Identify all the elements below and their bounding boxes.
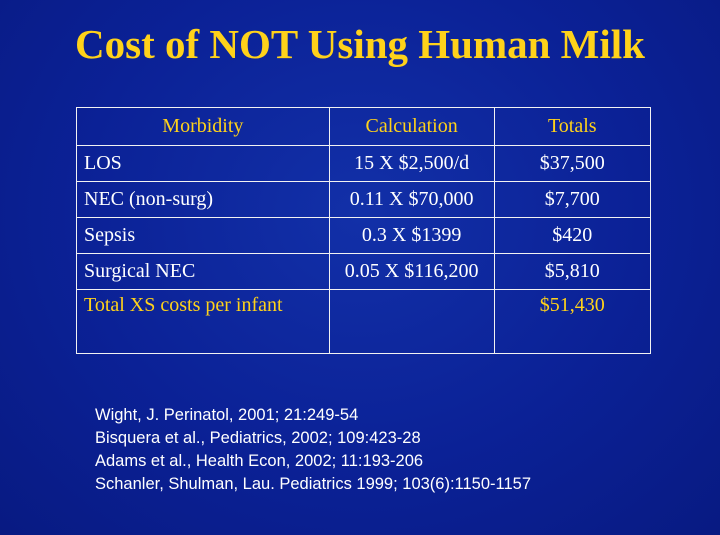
table-row: LOS 15 X $2,500/d $37,500 <box>76 145 652 182</box>
table-total-row: Total XS costs per infant $51,430 <box>76 289 652 354</box>
grand-total-cell: $51,430 <box>493 289 652 354</box>
table-header-row: Morbidity Calculation Totals <box>76 107 652 146</box>
reference-item: Adams et al., Health Econ, 2002; 11:193-… <box>95 452 424 470</box>
references-list: Wight, J. Perinatol, 2001; 21:249-54 Bis… <box>95 404 531 496</box>
total-calculation-cell <box>328 289 495 354</box>
morbidity-cell: NEC (non-surg) <box>76 181 330 218</box>
header-totals: Totals <box>493 107 652 146</box>
total-label-cell: Total XS costs per infant <box>76 289 330 354</box>
slide-title: Cost of NOT Using Human Milk <box>75 21 645 67</box>
table-row: Surgical NEC 0.05 X $116,200 $5,810 <box>76 253 652 290</box>
header-morbidity: Morbidity <box>76 107 330 146</box>
morbidity-cell: Surgical NEC <box>76 253 330 290</box>
total-cell: $7,700 <box>493 181 652 218</box>
total-cell: $37,500 <box>493 145 652 182</box>
table-row: NEC (non-surg) 0.11 X $70,000 $7,700 <box>76 181 652 218</box>
reference-item: Bisquera et al., Pediatrics, 2002; 109:4… <box>95 429 421 447</box>
header-calculation: Calculation <box>328 107 495 146</box>
reference-item: Schanler, Shulman, Lau. Pediatrics 1999;… <box>95 475 532 493</box>
reference-item: Wight, J. Perinatol, 2001; 21:249-54 <box>95 406 359 424</box>
table-row: Sepsis 0.3 X $1399 $420 <box>76 217 652 254</box>
morbidity-cell: LOS <box>76 145 330 182</box>
calculation-cell: 15 X $2,500/d <box>328 145 495 182</box>
total-cell: $5,810 <box>493 253 652 290</box>
calculation-cell: 0.3 X $1399 <box>328 217 495 254</box>
cost-table: Morbidity Calculation Totals LOS 15 X $2… <box>76 107 652 354</box>
calculation-cell: 0.11 X $70,000 <box>328 181 495 218</box>
morbidity-cell: Sepsis <box>76 217 330 254</box>
total-cell: $420 <box>493 217 652 254</box>
calculation-cell: 0.05 X $116,200 <box>328 253 495 290</box>
